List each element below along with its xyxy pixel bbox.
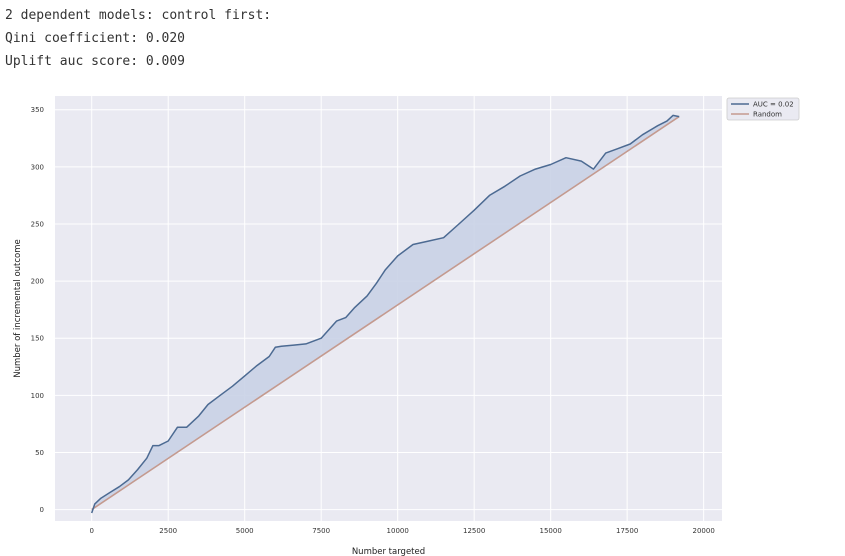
y-tick-label: 50 bbox=[35, 449, 44, 457]
x-tick-label: 0 bbox=[89, 527, 93, 535]
x-tick-label: 7500 bbox=[312, 527, 330, 535]
x-tick-label: 15000 bbox=[540, 527, 562, 535]
y-tick-label: 350 bbox=[31, 106, 44, 114]
x-tick-label: 2500 bbox=[159, 527, 177, 535]
legend-entry: AUC = 0.02 bbox=[753, 101, 794, 109]
x-tick-label: 12500 bbox=[463, 527, 485, 535]
series-line-auc bbox=[90, 114, 680, 514]
x-tick-label: 5000 bbox=[236, 527, 254, 535]
qini-chart: 0 2500 5000 7500 10000 12500 15000 17500 20000 0… bbox=[13, 96, 800, 556]
x-tick-labels: 0 2500 5000 7500 10000 12500 15000 17500 20000 bbox=[89, 527, 714, 535]
y-tick-label: 150 bbox=[31, 335, 44, 343]
series-lines bbox=[90, 114, 680, 514]
x-tick-label: 20000 bbox=[693, 527, 715, 535]
y-tick-label: 250 bbox=[31, 220, 44, 228]
y-tick-label: 200 bbox=[31, 278, 44, 286]
y-tick-label: 300 bbox=[31, 163, 44, 171]
cell-output: 2 dependent models: control first: Qini … bbox=[5, 4, 271, 73]
output-line-1: 2 dependent models: control first: bbox=[5, 8, 272, 23]
x-axis-label: Number targeted bbox=[352, 547, 425, 556]
x-tick-label: 10000 bbox=[387, 527, 409, 535]
output-line-2: Qini coefficient: 0.020 bbox=[5, 31, 186, 46]
y-tick-labels: 0 50 100 150 200 250 300 350 bbox=[31, 106, 44, 514]
x-tick-label: 17500 bbox=[616, 527, 638, 535]
y-axis-label: Number of incremental outcome bbox=[13, 239, 23, 378]
output-line-3: Uplift auc score: 0.009 bbox=[5, 54, 186, 69]
legend: AUC = 0.02 Random bbox=[726, 97, 800, 121]
legend-entry: Random bbox=[753, 111, 782, 119]
y-tick-label: 100 bbox=[31, 392, 44, 400]
series-line-random bbox=[91, 115, 680, 511]
y-tick-label: 0 bbox=[40, 506, 44, 514]
